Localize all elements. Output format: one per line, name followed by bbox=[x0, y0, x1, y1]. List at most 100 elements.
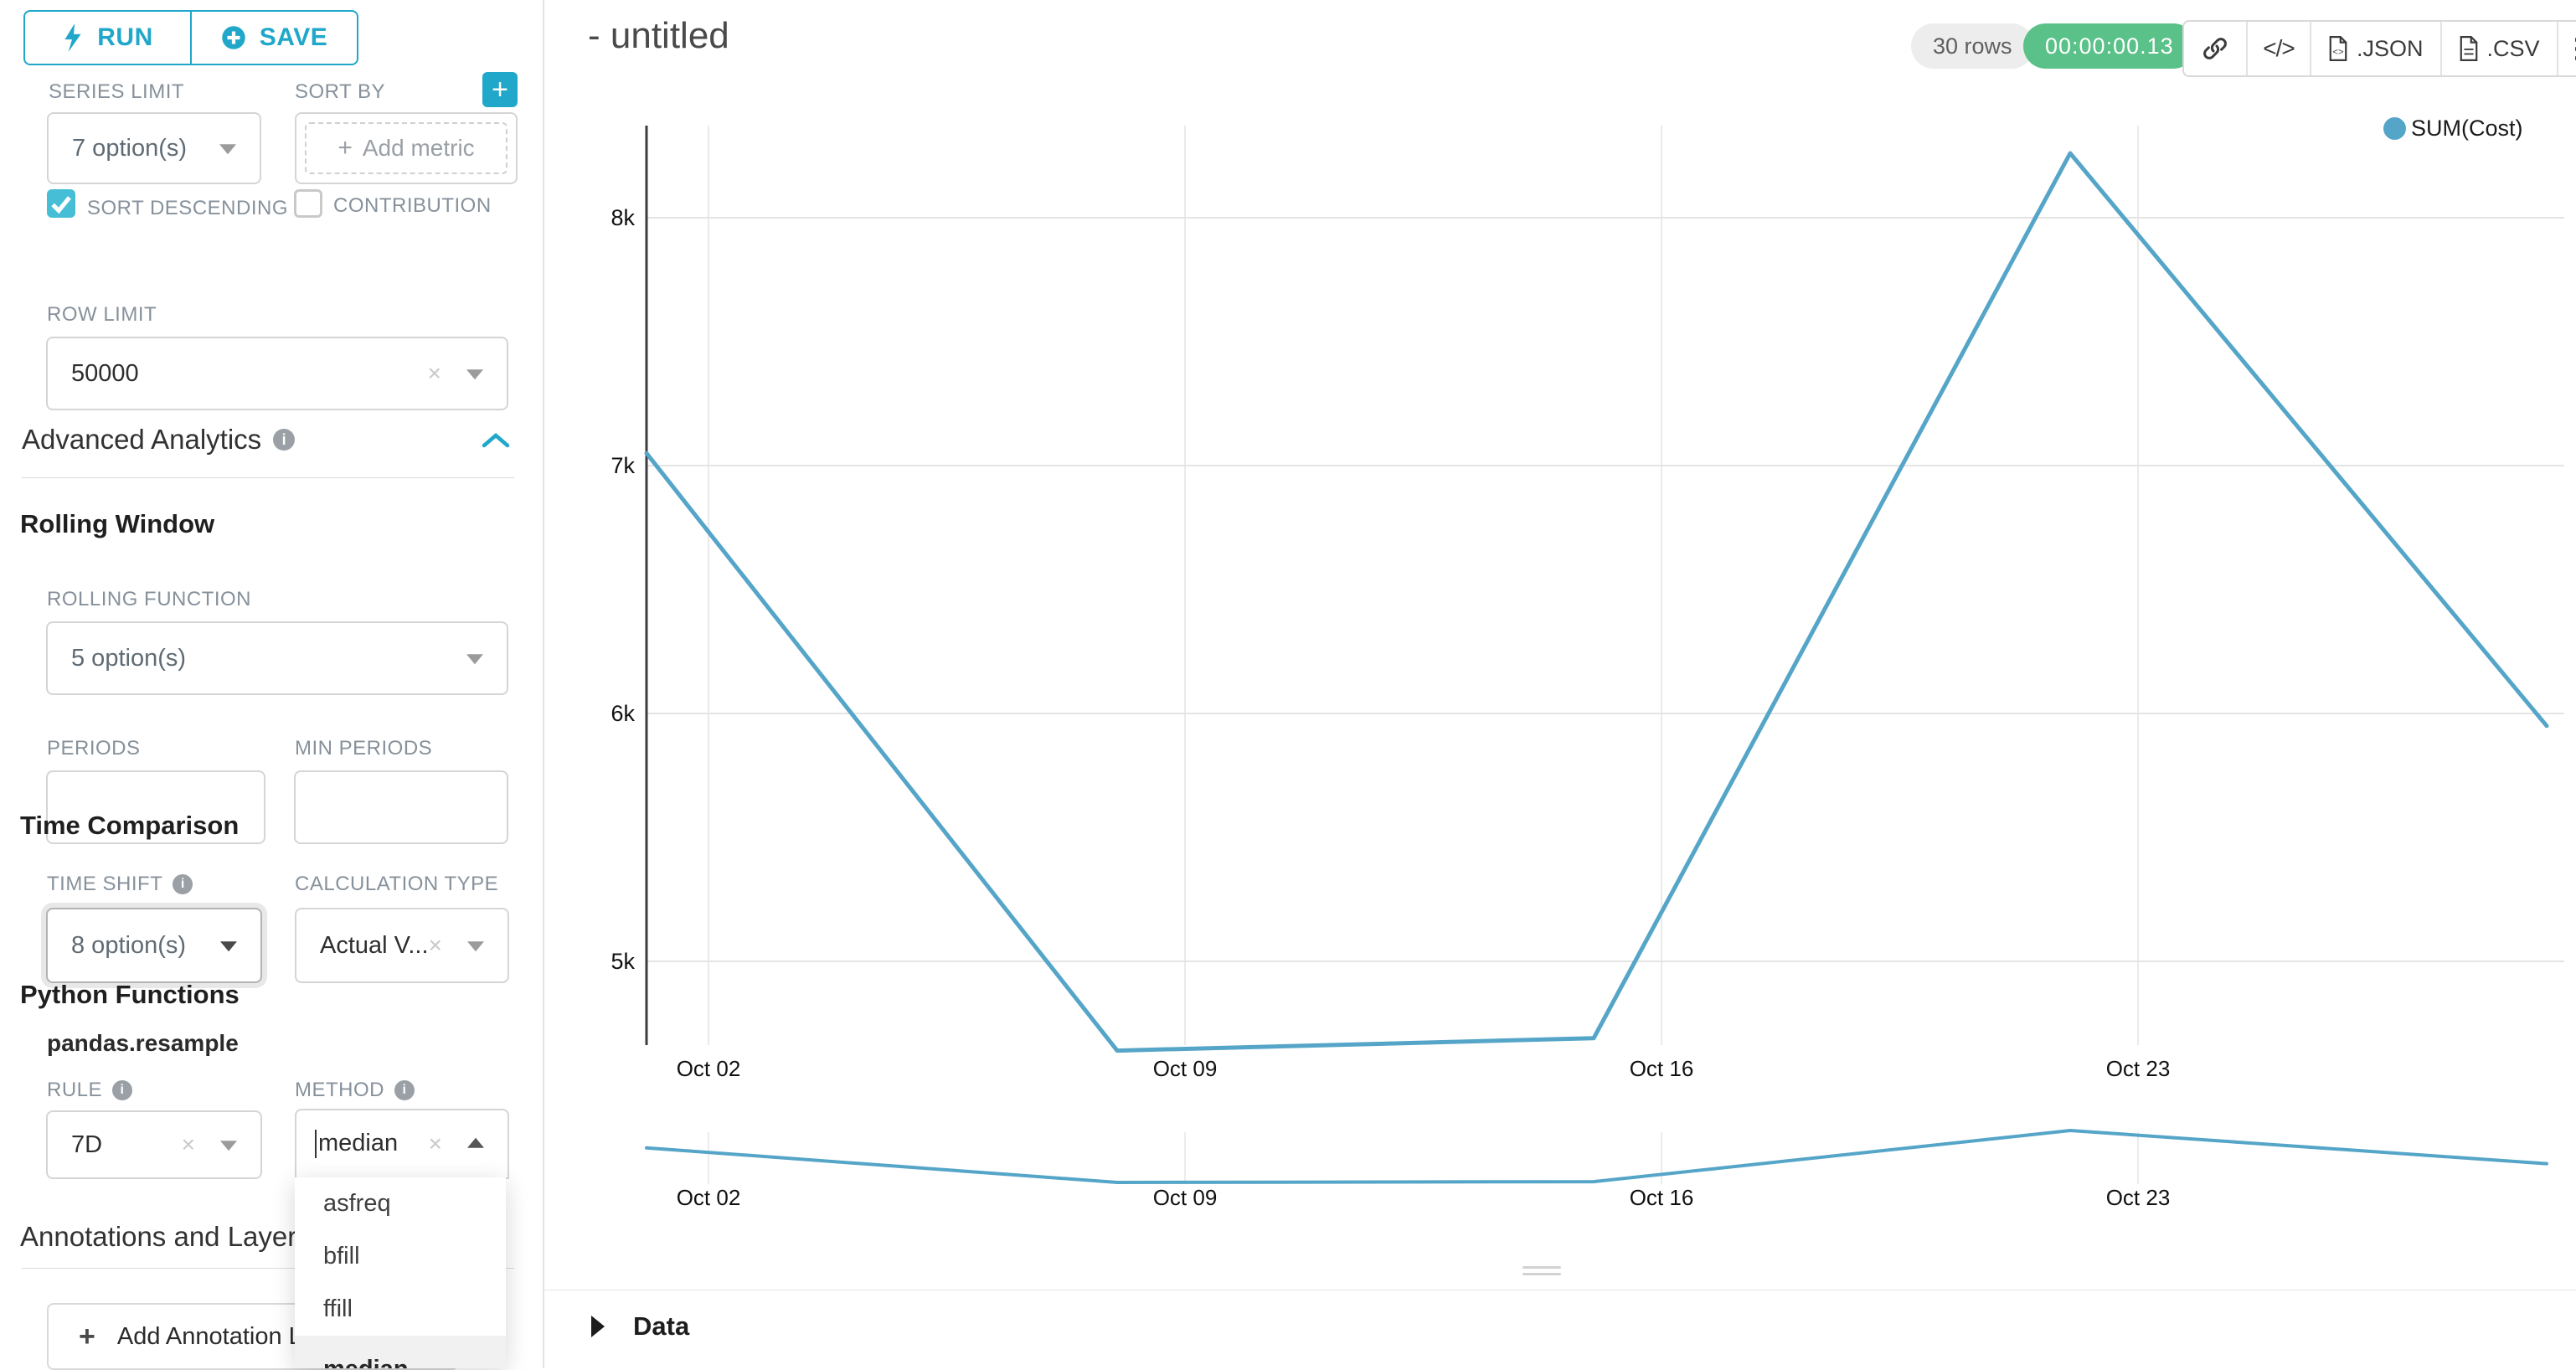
method-value-wrap: median bbox=[296, 1129, 399, 1159]
dropdown-option-bfill[interactable]: bfill bbox=[323, 1243, 360, 1270]
x-axis-tick-label: Oct 16 bbox=[1630, 1056, 1694, 1081]
pandas-resample-label: pandas.resample bbox=[47, 1030, 239, 1056]
control-panel-sidebar: RUN SAVE SERIES LIMIT SORT BY + 7 option… bbox=[0, 0, 544, 1370]
row-limit-select[interactable]: 50000 × bbox=[46, 337, 508, 410]
time-shift-label: TIME SHIFT bbox=[47, 873, 163, 895]
annotations-layers-title: Annotations and Layers bbox=[20, 1221, 311, 1252]
save-button-label: SAVE bbox=[259, 23, 328, 51]
x-axis-tick-label: Oct 23 bbox=[2106, 1056, 2171, 1081]
row-limit-label: ROW LIMIT bbox=[47, 303, 157, 326]
dropdown-option-median[interactable]: median bbox=[295, 1336, 506, 1368]
periods-label: PERIODS bbox=[47, 737, 141, 760]
chart-menu-button[interactable] bbox=[2556, 22, 2576, 75]
info-icon: i bbox=[394, 1080, 415, 1100]
chart-area: - untitled 30 rows 00:00:00.13 </> <> .J… bbox=[544, 0, 2576, 1368]
mini-x-axis-tick-label: Oct 23 bbox=[2106, 1185, 2171, 1210]
python-functions-title: Python Functions bbox=[20, 980, 240, 1009]
data-panel-title: Data bbox=[633, 1311, 690, 1341]
lightning-icon bbox=[64, 23, 81, 52]
info-icon: i bbox=[112, 1080, 133, 1100]
advanced-analytics-header[interactable]: Advanced Analytics i bbox=[22, 424, 296, 456]
time-shift-value: 8 option(s) bbox=[71, 931, 187, 959]
link-icon bbox=[2203, 38, 2227, 59]
plus-icon: + bbox=[79, 1320, 95, 1352]
data-panel-resize-handle[interactable] bbox=[1522, 1266, 1561, 1278]
y-axis-tick-label: 5k bbox=[611, 949, 635, 974]
run-button[interactable]: RUN bbox=[25, 12, 190, 64]
y-axis-tick-label: 7k bbox=[611, 453, 635, 478]
rule-label: RULE bbox=[47, 1079, 103, 1101]
series-limit-value: 7 option(s) bbox=[72, 134, 188, 162]
x-axis-tick-label: Oct 09 bbox=[1153, 1056, 1218, 1081]
dropdown-option-asfreq[interactable]: asfreq bbox=[323, 1190, 391, 1217]
series-limit-label: SERIES LIMIT bbox=[49, 80, 185, 103]
chevron-down-icon bbox=[467, 941, 484, 952]
chart-title[interactable]: - untitled bbox=[588, 15, 729, 56]
run-save-button-group: RUN SAVE bbox=[23, 10, 358, 65]
copy-link-button[interactable] bbox=[2184, 22, 2246, 75]
series-limit-select[interactable]: 7 option(s) bbox=[47, 112, 261, 184]
chevron-up-icon[interactable] bbox=[481, 430, 511, 451]
dropdown-option-ffill[interactable]: ffill bbox=[323, 1295, 353, 1322]
rule-select[interactable]: 7D × bbox=[46, 1110, 262, 1179]
chevron-right-icon bbox=[591, 1316, 605, 1337]
series-line bbox=[644, 151, 2549, 1053]
add-metric-button[interactable]: + Add metric bbox=[305, 122, 507, 174]
legend-dot-icon bbox=[2383, 117, 2406, 140]
info-icon: i bbox=[173, 874, 193, 894]
add-sort-by-button[interactable]: + bbox=[482, 72, 518, 107]
method-label-row: METHOD i bbox=[295, 1079, 415, 1102]
view-query-button[interactable]: </> bbox=[2246, 22, 2310, 75]
mini-series-line bbox=[645, 1129, 2548, 1184]
calculation-type-label: CALCULATION TYPE bbox=[295, 873, 499, 895]
chevron-down-icon bbox=[466, 369, 483, 380]
export-toolbar: </> <> .JSON .CSV bbox=[2182, 20, 2576, 77]
save-button[interactable]: SAVE bbox=[190, 12, 357, 64]
plus-icon: + bbox=[337, 134, 353, 162]
clear-icon[interactable]: × bbox=[427, 360, 441, 386]
plus-circle-icon bbox=[222, 26, 245, 49]
run-button-label: RUN bbox=[97, 23, 153, 51]
json-file-icon: <> bbox=[2329, 36, 2347, 61]
rolling-function-select[interactable]: 5 option(s) bbox=[46, 621, 508, 695]
method-value: median bbox=[318, 1129, 399, 1156]
time-shift-label-row: TIME SHIFT i bbox=[47, 873, 193, 896]
mini-x-axis-tick-label: Oct 16 bbox=[1630, 1185, 1694, 1210]
calculation-type-select[interactable]: Actual V... × bbox=[295, 908, 509, 983]
sort-by-label: SORT BY bbox=[295, 80, 385, 103]
method-select[interactable]: median × bbox=[295, 1109, 509, 1179]
export-json-button[interactable]: <> .JSON bbox=[2310, 22, 2440, 75]
chevron-down-icon bbox=[466, 654, 483, 665]
data-panel-header[interactable]: Data bbox=[591, 1311, 689, 1342]
text-cursor bbox=[315, 1130, 317, 1159]
rule-label-row: RULE i bbox=[47, 1079, 133, 1102]
section-divider bbox=[22, 477, 514, 478]
code-icon: </> bbox=[2263, 35, 2295, 61]
add-metric-label: Add metric bbox=[362, 135, 475, 161]
min-periods-input[interactable] bbox=[294, 770, 508, 844]
y-axis-tick-label: 6k bbox=[611, 701, 635, 726]
export-csv-button[interactable]: .CSV bbox=[2439, 22, 2557, 75]
method-dropdown-menu: asfreq bfill ffill median bbox=[295, 1177, 506, 1368]
legend-label: SUM(Cost) bbox=[2411, 116, 2523, 141]
periods-input[interactable] bbox=[46, 770, 265, 844]
calculation-type-value: Actual V... bbox=[320, 931, 429, 959]
time-shift-select[interactable]: 8 option(s) bbox=[46, 908, 262, 983]
chevron-down-icon bbox=[219, 144, 236, 155]
clear-icon[interactable]: × bbox=[181, 1131, 195, 1157]
sort-descending-checkbox[interactable] bbox=[47, 189, 75, 218]
mini-x-axis-tick-label: Oct 09 bbox=[1153, 1185, 1218, 1210]
chevron-up-icon bbox=[467, 1137, 484, 1148]
x-axis-tick-label: Oct 02 bbox=[677, 1056, 741, 1081]
clear-icon[interactable]: × bbox=[428, 932, 442, 958]
contribution-checkbox[interactable] bbox=[294, 189, 322, 218]
clear-icon[interactable]: × bbox=[428, 1131, 442, 1156]
menu-icon bbox=[2574, 37, 2576, 60]
contribution-label: CONTRIBUTION bbox=[333, 194, 492, 217]
info-icon: i bbox=[273, 429, 296, 451]
chart-legend[interactable]: SUM(Cost) bbox=[2383, 116, 2523, 142]
plus-icon: + bbox=[492, 74, 508, 106]
rolling-window-title: Rolling Window bbox=[20, 509, 215, 538]
